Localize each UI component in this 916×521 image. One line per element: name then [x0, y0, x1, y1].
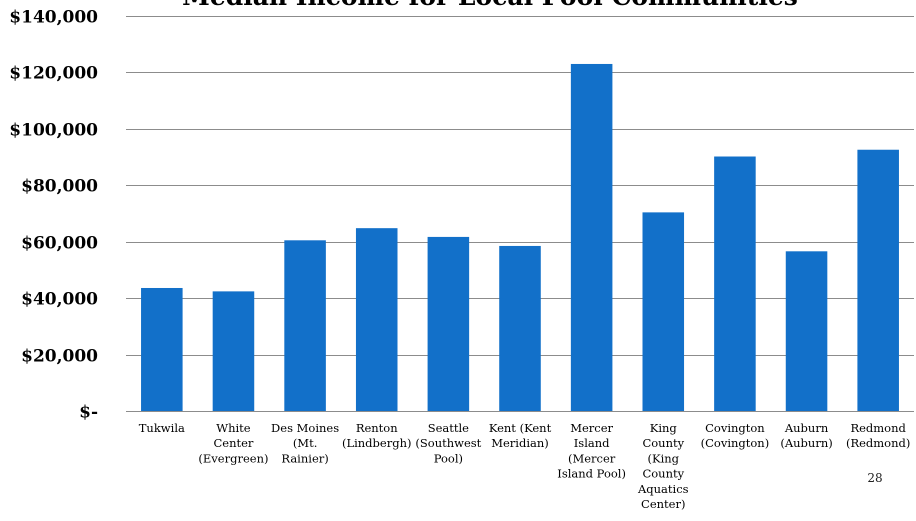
- y-tick-label: $60,000: [21, 234, 98, 254]
- bar: [427, 236, 470, 411]
- y-tick-label: $-: [79, 403, 98, 423]
- x-tick-label-line: (King: [648, 451, 680, 465]
- gridlines: [126, 16, 914, 356]
- x-tick-label-line: (Southwest: [415, 436, 481, 450]
- x-tick-label: Tukwila: [139, 421, 185, 435]
- bar: [499, 245, 541, 411]
- bar: [714, 156, 756, 411]
- x-tick-label-line: White: [216, 421, 251, 435]
- x-tick-label-line: Meridian): [491, 436, 549, 450]
- x-tick-label-line: King: [650, 421, 678, 435]
- x-tick-label-line: Kent (Kent: [489, 421, 552, 435]
- bar: [642, 212, 685, 411]
- x-tick-label-line: Covington: [705, 421, 765, 435]
- x-tick-label-line: Aquatics: [637, 482, 689, 496]
- page-number: 28: [867, 471, 882, 485]
- x-tick-label-line: Island Pool): [557, 467, 626, 481]
- x-tick-label: Renton (Lindbergh): [342, 421, 412, 450]
- x-tick-label: Des Moines (Mt. Rainier): [271, 421, 339, 465]
- y-tick-label: $40,000: [21, 290, 98, 310]
- x-tick-label-line: (Auburn): [780, 436, 832, 450]
- x-tick-label-line: (Evergreen): [198, 451, 268, 465]
- x-tick-label-line: (Mt.: [293, 436, 318, 450]
- x-tick-label-line: Renton: [356, 421, 398, 435]
- x-tick-label-line: Redmond: [850, 421, 906, 435]
- bar: [857, 149, 899, 411]
- x-tick-label: Kent (Kent Meridian): [489, 421, 552, 450]
- x-tick-label-line: (Covington): [701, 436, 770, 450]
- y-tick-label: $140,000: [9, 8, 98, 28]
- bar: [570, 63, 613, 411]
- bars: [141, 63, 899, 411]
- x-tick-label-line: County: [642, 436, 684, 450]
- bar: [355, 228, 398, 411]
- x-tick-label-line: Tukwila: [139, 421, 185, 435]
- x-tick-label: King County (King County Aquatics Center): [637, 421, 689, 511]
- x-tick-label-line: Mercer: [570, 421, 613, 435]
- x-tick-label-line: (Redmond): [846, 436, 910, 450]
- x-tick-label-line: Island: [574, 436, 610, 450]
- x-tick-label-line: Rainier): [281, 451, 328, 465]
- y-tick-label: $100,000: [9, 121, 98, 141]
- bar: [284, 240, 326, 411]
- y-tick-label: $20,000: [21, 347, 98, 367]
- x-tick-label: Auburn (Auburn): [780, 421, 832, 450]
- x-tick-label: Seattle (Southwest Pool): [415, 421, 481, 465]
- y-tick-label: $80,000: [21, 177, 98, 197]
- x-tick-label-line: (Lindbergh): [342, 436, 412, 450]
- bar: [141, 287, 183, 411]
- x-tick-label: White Center (Evergreen): [198, 421, 268, 465]
- x-tick-label: Redmond (Redmond): [846, 421, 910, 450]
- x-axis-tick-labels: Tukwila White Center (Evergreen)Des Moines(…: [139, 421, 911, 511]
- x-tick-label: Mercer Island (Mercer Island Pool): [557, 421, 626, 481]
- x-tick-label-line: County: [642, 467, 684, 481]
- x-tick-label-line: (Mercer: [568, 451, 616, 465]
- bar: [212, 291, 255, 411]
- x-tick-label-line: Auburn: [784, 421, 829, 435]
- y-axis-tick-labels: $- $20,000 $40,000 $60,000 $80,000 $100,000 $1…: [9, 8, 98, 423]
- x-tick-label-line: Des Moines: [271, 421, 339, 435]
- x-tick-label-line: Seattle: [428, 421, 469, 435]
- x-tick-label-line: Center: [213, 436, 253, 450]
- bar: [785, 251, 828, 411]
- chart-title: Median Income for Local Pool Communities: [182, 0, 798, 11]
- y-tick-label: $120,000: [9, 64, 98, 84]
- x-tick-label-line: Center): [641, 497, 685, 511]
- x-tick-label: Covington (Covington): [701, 421, 770, 450]
- x-tick-label-line: Pool): [434, 451, 463, 465]
